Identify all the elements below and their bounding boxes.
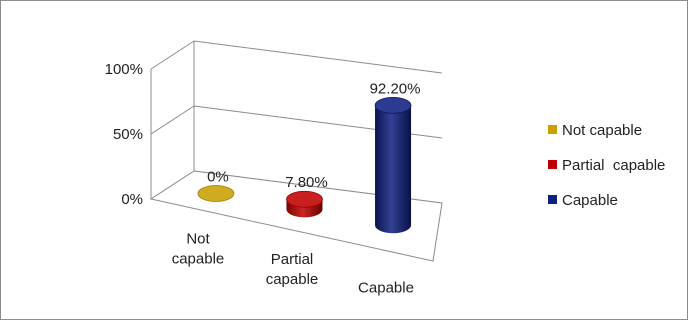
gridline-side (150, 40, 195, 70)
category-labels: Not capable Partial capable Capable (172, 230, 414, 296)
legend-swatch (548, 160, 557, 169)
data-label: 92.20% (370, 80, 421, 97)
bars (197, 96, 412, 234)
y-tick-label: 100% (105, 61, 143, 78)
legend-swatch (548, 125, 557, 134)
gridline-side (150, 105, 195, 135)
data-labels: 0% 7.80% 92.20% (207, 80, 420, 191)
data-label: 7.80% (285, 174, 328, 191)
legend-label: Not capable (562, 122, 642, 139)
bar-2-top (286, 190, 323, 208)
legend-entry: Partial capable (548, 157, 665, 174)
value-axis: 0% 50% 100% (105, 61, 143, 208)
legend-entry: Capable (548, 192, 618, 209)
legend-entry: Not capable (548, 122, 642, 139)
data-label: 0% (207, 168, 229, 185)
y-tick-label: 0% (121, 191, 143, 208)
category-label: Partial capable (266, 251, 319, 288)
legend-label: Partial capable (562, 157, 665, 174)
category-label: Not capable (172, 230, 225, 267)
bar-1 (197, 185, 235, 202)
legend-swatch (548, 195, 557, 204)
bar-2 (286, 190, 323, 218)
bar-3-top (374, 96, 412, 114)
bar-3 (374, 96, 412, 234)
bar-3-body (375, 105, 412, 234)
gridline-back (193, 40, 443, 74)
bar-1-top (197, 185, 235, 202)
y-tick-label: 50% (113, 126, 143, 143)
legend-label: Capable (562, 192, 618, 209)
category-label: Capable (358, 280, 414, 297)
legend: Not capable Partial capable Capable (548, 122, 665, 209)
